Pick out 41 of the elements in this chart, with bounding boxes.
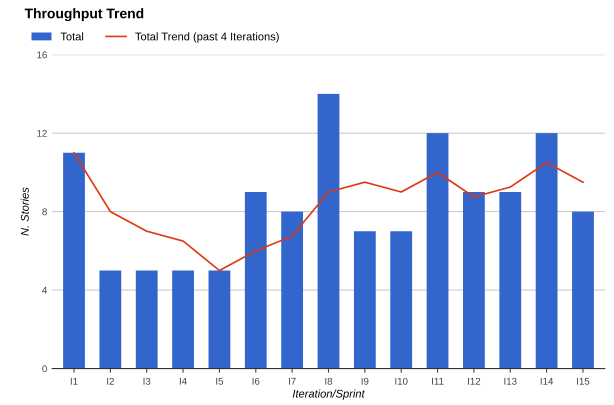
bar [354, 231, 376, 369]
y-tick-label: 8 [42, 208, 47, 216]
bar [208, 270, 230, 369]
x-tick-label: I10 [395, 378, 408, 385]
x-tick-label: I13 [504, 378, 517, 385]
bar [136, 270, 158, 369]
x-axis-title: Iteration/Sprint [292, 389, 366, 400]
bar [463, 192, 485, 369]
bar [318, 94, 340, 369]
legend-label: Total Trend (past 4 Iterations) [135, 32, 279, 43]
x-tick-label: I11 [432, 378, 444, 385]
bar [536, 133, 558, 369]
line-series [73, 152, 584, 272]
chart-title: Throughput Trend [24, 8, 144, 22]
bar [244, 192, 267, 369]
x-tick-label: I5 [216, 378, 224, 385]
y-tick-label: 0 [42, 365, 47, 372]
x-tick-label: I9 [362, 378, 368, 385]
x-tick-label: I6 [252, 378, 260, 385]
x-tick-label: I4 [180, 378, 187, 385]
x-tick-label: I2 [107, 378, 114, 385]
bar [63, 152, 85, 369]
bar [572, 212, 594, 369]
x-tick-label: I8 [325, 378, 332, 385]
bar [172, 270, 194, 369]
y-axis-title: N. Stories [20, 187, 29, 236]
x-tick-label: I12 [468, 378, 480, 385]
y-tick-label: 12 [37, 130, 47, 137]
bar [281, 212, 304, 369]
bar [499, 192, 522, 369]
x-tick-label: I7 [288, 378, 296, 385]
x-tick-label: I15 [577, 378, 590, 385]
y-tick-label: 4 [42, 286, 48, 294]
y-tick-label: 16 [37, 51, 47, 58]
legend-label: Total [60, 32, 84, 40]
x-tick-label: I14 [540, 378, 554, 385]
bar [426, 133, 448, 369]
bar [99, 270, 122, 369]
bar [390, 231, 412, 369]
x-tick-label: I1 [70, 378, 78, 385]
x-tick-label: I3 [144, 378, 150, 385]
